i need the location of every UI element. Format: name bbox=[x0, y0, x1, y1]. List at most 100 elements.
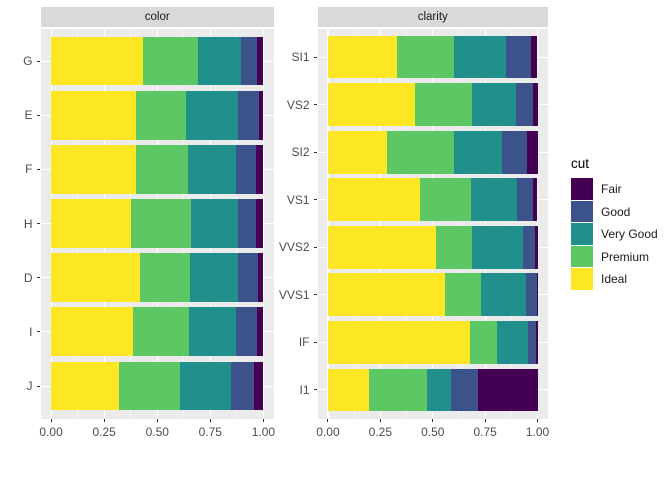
bar-segment-ideal bbox=[327, 178, 420, 222]
bar-segment-very-good bbox=[190, 253, 238, 303]
bar-segment-premium bbox=[139, 253, 191, 303]
y-tick-label: VVS1 bbox=[278, 287, 310, 302]
bar-segment-very-good bbox=[454, 130, 503, 174]
y-tick-mark bbox=[314, 151, 318, 153]
y-tick-mark bbox=[314, 294, 318, 296]
legend-key-good bbox=[571, 200, 593, 223]
bar-segment-very-good bbox=[197, 36, 242, 86]
bar-segment-good bbox=[237, 253, 259, 303]
x-tick-label: 0.25 bbox=[92, 425, 116, 439]
y-tick-label: G bbox=[23, 54, 33, 68]
x-tick-mark bbox=[209, 418, 211, 422]
y-tick-label: E bbox=[24, 108, 33, 123]
y-tick-mark bbox=[37, 114, 41, 116]
y-tick-label: I bbox=[29, 324, 33, 339]
y-tick-mark bbox=[37, 331, 41, 333]
bar-segment-good bbox=[505, 35, 531, 79]
x-tick-label: 0.00 bbox=[39, 425, 63, 439]
bar-segment-premium bbox=[396, 35, 454, 79]
bar-segment-ideal bbox=[51, 90, 136, 140]
panel-clarity bbox=[317, 28, 549, 419]
bar-segment-very-good bbox=[191, 199, 238, 248]
bar-segment-very-good bbox=[496, 321, 529, 364]
bar-segment-fair bbox=[258, 253, 264, 303]
bar-segment-good bbox=[522, 225, 535, 269]
facet-strip-label: color bbox=[144, 11, 170, 23]
bar-segment-premium bbox=[420, 178, 471, 222]
bar-segment-ideal bbox=[51, 36, 143, 86]
legend-title: cut bbox=[571, 156, 590, 171]
legend-key-premium bbox=[571, 245, 593, 268]
bar-segment-ideal bbox=[51, 199, 131, 248]
bar-segment-premium bbox=[133, 307, 189, 357]
bar-segment-very-good bbox=[186, 90, 239, 140]
bar-segment-premium bbox=[118, 361, 180, 411]
bar-segment-fair bbox=[258, 90, 264, 140]
y-tick-mark bbox=[314, 104, 318, 106]
bar-segment-very-good bbox=[472, 83, 517, 126]
bar-segment-ideal bbox=[327, 368, 370, 412]
bar-segment-ideal bbox=[51, 144, 137, 194]
legend-label: Very Good bbox=[601, 227, 658, 242]
bar-segment-good bbox=[241, 36, 258, 86]
bar-segment-premium bbox=[142, 36, 198, 86]
y-tick-mark bbox=[37, 277, 41, 279]
y-tick-mark bbox=[37, 385, 41, 387]
bar-segment-fair bbox=[536, 273, 538, 317]
bar-segment-ideal bbox=[51, 253, 140, 303]
y-tick-mark bbox=[314, 199, 318, 201]
y-tick-mark bbox=[37, 168, 41, 170]
y-tick-label: IF bbox=[298, 335, 310, 350]
bar-row-VS1 bbox=[318, 178, 549, 222]
bar-segment-ideal bbox=[327, 321, 470, 364]
gridline-major-vertical bbox=[432, 28, 434, 419]
bar-segment-very-good bbox=[471, 178, 517, 222]
legend-key-ideal bbox=[571, 268, 593, 290]
bar-segment-premium bbox=[435, 225, 472, 269]
bar-row-SI2 bbox=[318, 130, 549, 174]
bar-row-H bbox=[41, 199, 275, 248]
bar-segment-very-good bbox=[471, 225, 523, 269]
bar-segment-fair bbox=[533, 178, 538, 222]
panel-color bbox=[40, 28, 275, 419]
bar-segment-ideal bbox=[327, 83, 415, 126]
bar-segment-ideal bbox=[51, 361, 119, 411]
x-tick-mark bbox=[537, 418, 539, 422]
gridline-major-vertical bbox=[327, 28, 329, 419]
x-tick-mark bbox=[432, 418, 434, 422]
bar-segment-premium bbox=[369, 368, 428, 412]
facet-strip-color: color bbox=[40, 7, 274, 27]
bar-row-VS2 bbox=[318, 83, 549, 126]
y-tick-mark bbox=[37, 223, 41, 224]
y-tick-label: D bbox=[23, 270, 33, 285]
x-tick-mark bbox=[50, 418, 52, 422]
bar-segment-good bbox=[236, 144, 257, 194]
bar-row-SI1 bbox=[318, 35, 549, 79]
bar-segment-very-good bbox=[179, 361, 232, 411]
gridline-minor-vertical bbox=[458, 28, 460, 419]
y-tick-label: VVS2 bbox=[278, 240, 310, 255]
bar-segment-fair bbox=[478, 368, 538, 412]
y-tick-label: VS1 bbox=[286, 192, 310, 207]
y-tick-mark bbox=[314, 246, 318, 248]
bar-segment-ideal bbox=[51, 307, 134, 357]
bar-segment-good bbox=[516, 83, 534, 126]
bar-row-F bbox=[41, 144, 275, 194]
bar-segment-very-good bbox=[427, 368, 451, 412]
x-tick-mark bbox=[327, 418, 329, 422]
x-tick-label: 1.00 bbox=[525, 425, 550, 439]
y-tick-label: H bbox=[23, 216, 33, 231]
bar-segment-fair bbox=[533, 83, 538, 126]
bar-segment-good bbox=[516, 178, 534, 222]
bar-row-VVS2 bbox=[318, 225, 549, 269]
bar-segment-good bbox=[451, 368, 479, 412]
legend: cut Fair Good Very Good Premium Ideal bbox=[571, 156, 671, 296]
bar-segment-good bbox=[236, 307, 257, 357]
gridline-minor-vertical bbox=[353, 28, 355, 419]
bar-segment-fair bbox=[534, 225, 538, 269]
facet-strip-clarity: clarity bbox=[317, 7, 548, 27]
bar-row-I bbox=[41, 307, 275, 357]
y-tick-mark bbox=[314, 341, 318, 343]
bar-segment-ideal bbox=[327, 130, 388, 174]
x-tick-label: 1.00 bbox=[251, 425, 276, 439]
